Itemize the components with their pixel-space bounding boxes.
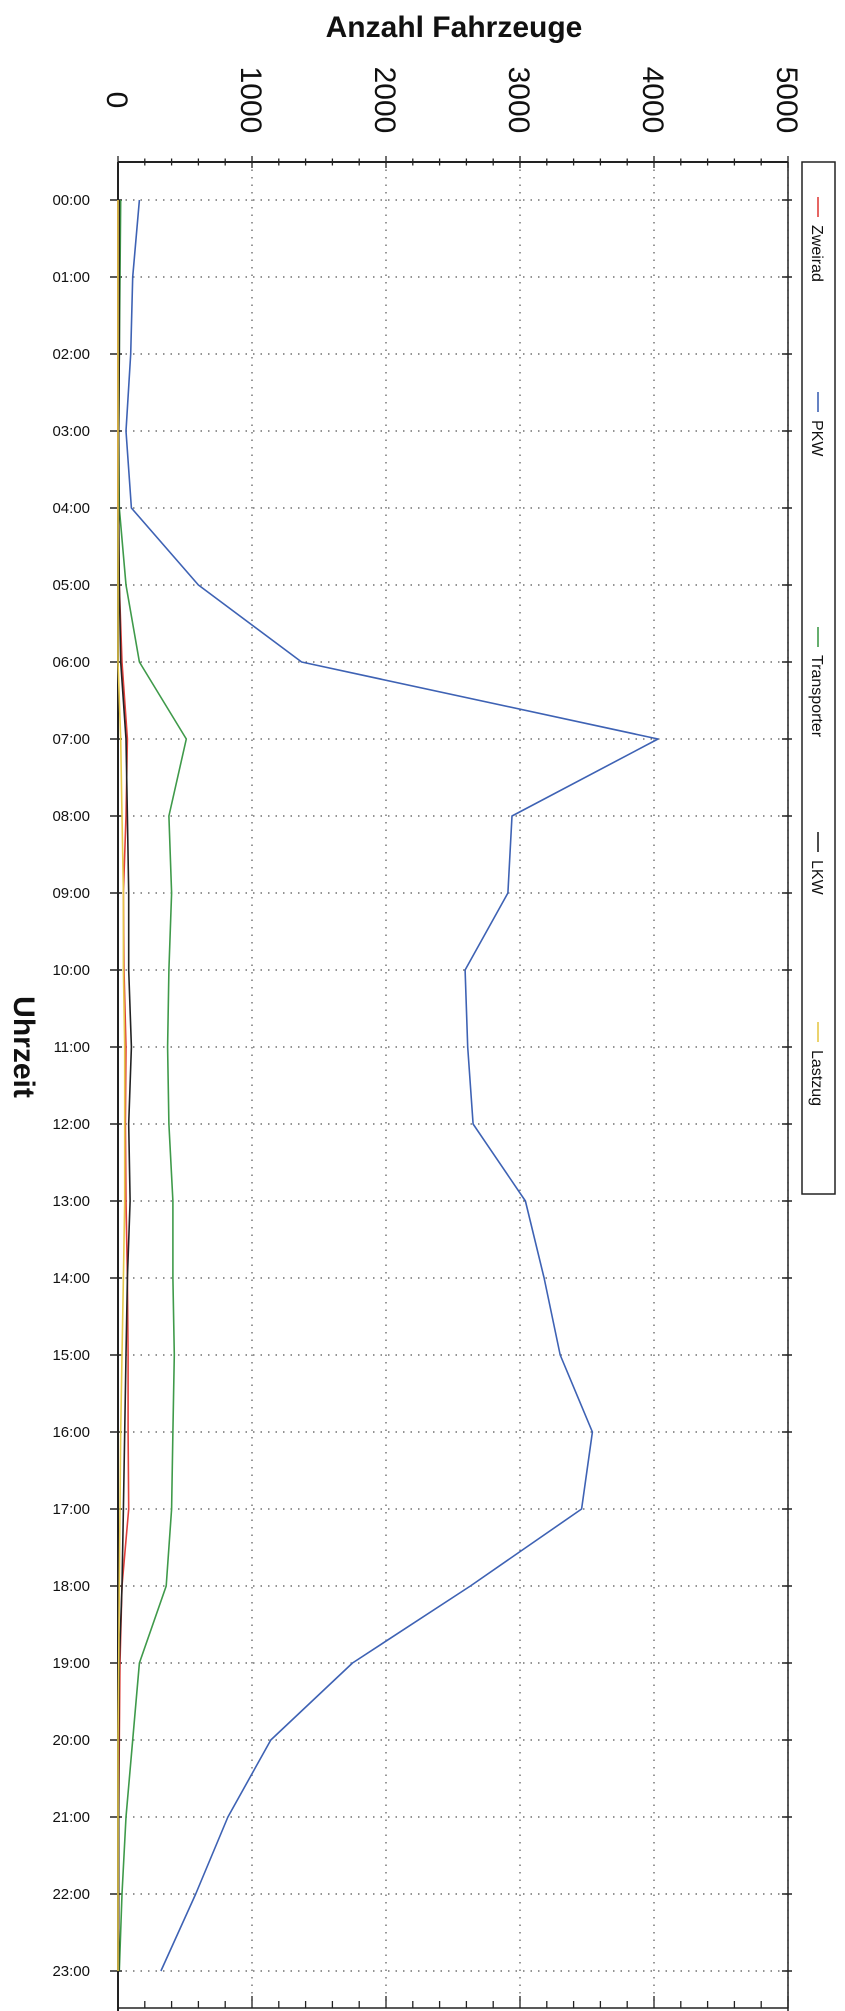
x-tick-label: 05:00 [52, 577, 90, 594]
y-tick-labels: 0 1000 2000 3000 4000 5000 [100, 67, 803, 134]
y-tick-label: 4000 [636, 67, 669, 134]
legend-label-lkw: LKW [808, 860, 825, 896]
x-tick-label: 17:00 [52, 1501, 90, 1518]
x-tick-label: 21:00 [52, 1809, 90, 1826]
x-tick-labels: 00:00 01:00 02:00 03:00 04:00 05:00 06:00 07:00… [52, 192, 90, 1980]
x-tick-label: 11:00 [54, 1039, 90, 1056]
x-tick-label: 07:00 [52, 731, 90, 748]
x-tick-label: 02:00 [52, 346, 90, 363]
legend: Zweirad PKW Transporter LKW Lastzug [801, 161, 836, 1195]
x-tick-label: 00:00 [52, 192, 90, 209]
y-tick-label: 2000 [368, 67, 401, 134]
x-tick-label: 08:00 [52, 808, 90, 825]
x-tick-label: 19:00 [52, 1655, 90, 1672]
x-tick-label: 13:00 [52, 1193, 90, 1210]
legend-label-lastzug: Lastzug [808, 1050, 825, 1106]
x-tick-label: 23:00 [52, 1963, 90, 1980]
y-tick-label: 1000 [234, 67, 267, 134]
x-tick-label: 22:00 [52, 1886, 90, 1903]
y-axis-title: Anzahl Fahrzeuge [326, 11, 583, 44]
legend-label-zweirad: Zweirad [808, 225, 825, 282]
x-tick-label: 18:00 [52, 1578, 90, 1595]
grid [118, 162, 789, 2011]
series-lines [117, 199, 659, 1972]
x-tick-label: 14:00 [52, 1270, 90, 1287]
y-tick-label: 5000 [770, 67, 803, 134]
x-axis-title: Uhrzeit [7, 996, 40, 1098]
series-line-pkw [125, 199, 659, 1972]
x-tick-label: 04:00 [52, 500, 90, 517]
legend-label-pkw: PKW [808, 420, 825, 457]
x-tick-label: 16:00 [52, 1424, 90, 1441]
y-tick-label: 3000 [502, 67, 535, 134]
axes [110, 156, 792, 2011]
x-tick-label: 06:00 [52, 654, 90, 671]
x-tick-label: 10:00 [52, 962, 90, 979]
x-tick-label: 20:00 [52, 1732, 90, 1749]
x-tick-label: 09:00 [52, 885, 90, 902]
x-tick-label: 01:00 [52, 269, 90, 286]
y-tick-label: 0 [100, 92, 133, 109]
legend-label-transporter: Transporter [808, 655, 825, 738]
x-tick-label: 03:00 [52, 423, 90, 440]
x-tick-label: 12:00 [52, 1116, 90, 1133]
series-line-lastzug [117, 200, 126, 1971]
x-tick-label: 15:00 [52, 1347, 90, 1364]
